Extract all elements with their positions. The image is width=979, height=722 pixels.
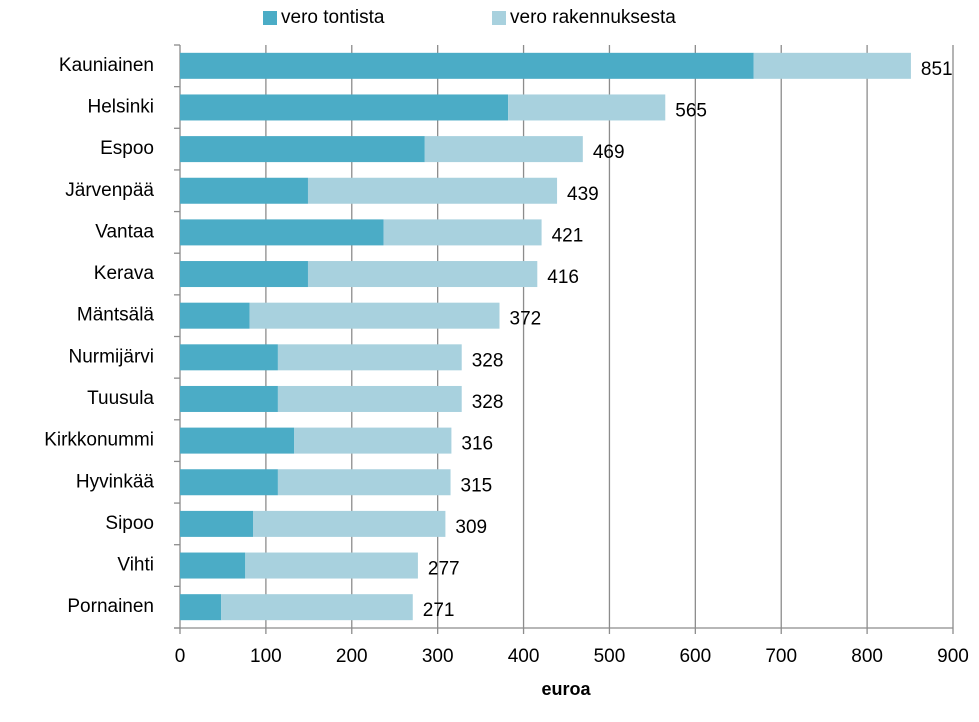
data-label: 328 <box>472 350 504 371</box>
y-tick-label: Vantaa <box>95 221 154 242</box>
x-tick-label: 200 <box>336 646 368 667</box>
y-tick-label: Nurmijärvi <box>69 346 155 367</box>
bar-segment <box>245 552 418 579</box>
bar-segment <box>508 94 666 121</box>
data-label: 372 <box>510 309 542 330</box>
data-label: 851 <box>921 59 953 80</box>
bar-segment <box>180 261 308 288</box>
bar-segment <box>180 219 384 246</box>
bar-segment <box>424 136 583 163</box>
y-tick-label: Kauniainen <box>59 55 154 76</box>
bar-segment <box>753 52 911 79</box>
y-tick-label: Sipoo <box>105 513 154 534</box>
bar-segment <box>277 385 462 412</box>
bar-segment <box>180 302 250 329</box>
data-label: 271 <box>423 600 455 621</box>
bar-segment <box>294 427 452 454</box>
bar-segment <box>307 261 538 288</box>
x-tick-label: 0 <box>175 646 186 667</box>
legend-label: vero rakennuksesta <box>510 7 676 28</box>
x-tick-label: 600 <box>679 646 711 667</box>
bar-segment <box>221 594 413 621</box>
bar-segment <box>307 177 558 204</box>
bar-segment <box>249 302 500 329</box>
bar-segment <box>180 385 278 412</box>
data-label: 309 <box>455 517 487 538</box>
y-tick-label: Tuusula <box>87 388 154 409</box>
y-tick-label: Järvenpää <box>65 180 154 201</box>
bar-segment <box>277 469 451 496</box>
bar-segment <box>253 510 446 537</box>
y-tick-label: Kerava <box>94 263 155 284</box>
bar-segment <box>180 427 295 454</box>
x-tick-label: 400 <box>508 646 540 667</box>
x-tick-label: 100 <box>250 646 282 667</box>
bar-segment <box>180 52 754 79</box>
x-tick-label: 700 <box>765 646 797 667</box>
bar-segment <box>180 469 278 496</box>
data-label: 421 <box>552 225 584 246</box>
bar-segment <box>180 177 308 204</box>
bar-segment <box>277 344 462 371</box>
x-axis-title: euroa <box>541 679 591 699</box>
bar-segment <box>383 219 542 246</box>
legend-label: vero tontista <box>281 7 385 28</box>
data-label: 416 <box>547 267 579 288</box>
y-tick-label: Mäntsälä <box>77 305 155 326</box>
bar-segment <box>180 510 254 537</box>
legend-swatch <box>492 11 506 25</box>
data-label: 277 <box>428 559 460 580</box>
data-label: 565 <box>675 100 707 121</box>
x-tick-label: 800 <box>851 646 883 667</box>
bar-segment <box>180 94 509 121</box>
bar-segment <box>180 136 425 163</box>
y-tick-label: Vihti <box>117 555 154 576</box>
data-label: 316 <box>461 434 493 455</box>
x-tick-label: 500 <box>594 646 626 667</box>
data-label: 469 <box>593 142 625 163</box>
bar-segment <box>180 552 246 579</box>
x-tick-label: 300 <box>422 646 454 667</box>
legend-swatch <box>263 11 277 25</box>
bar-segment <box>180 344 278 371</box>
y-tick-label: Kirkkonummi <box>44 430 154 451</box>
data-label: 328 <box>472 392 504 413</box>
data-label: 439 <box>567 184 599 205</box>
y-tick-label: Pornainen <box>67 596 154 617</box>
bar-segment <box>180 594 222 621</box>
y-tick-label: Hyvinkää <box>76 471 155 492</box>
y-tick-label: Espoo <box>100 138 154 159</box>
y-tick-label: Helsinki <box>87 96 154 117</box>
x-tick-label: 900 <box>937 646 969 667</box>
data-label: 315 <box>461 475 493 496</box>
